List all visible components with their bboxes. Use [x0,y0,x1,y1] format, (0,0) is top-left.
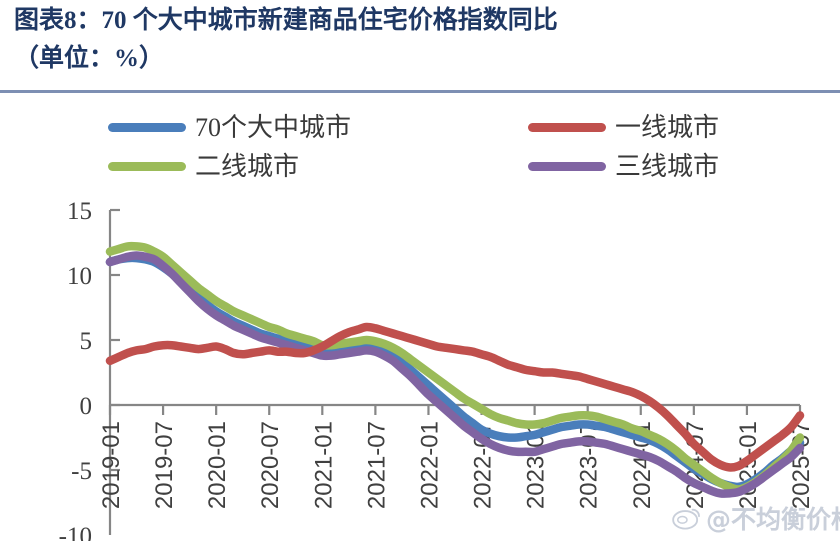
y-axis-tick-label: 15 [67,198,92,225]
chart-legend: 70个大中城市 一线城市二线城市 三线城市 [108,108,748,186]
page-title: 图表8：70 个大中城市新建商品住宅价格指数同比 （单位：%） [14,2,824,78]
legend-label: 三线城市 [615,151,720,181]
legend-item[interactable]: 三线城市 [528,151,828,181]
x-axis-tick-label: 2023-07 [576,421,603,509]
y-axis-tick-label: -5 [71,458,92,485]
legend-item[interactable]: 二线城市 [108,151,528,181]
x-axis-tick-label: 2022-01 [416,421,443,509]
title-divider [0,90,840,93]
series-line [105,241,805,494]
title-line-2: （单位：%） [14,45,165,72]
x-axis-tick-label: 2019-07 [151,421,178,509]
title-line-1: 图表8：70 个大中城市新建商品住宅价格指数同比 [14,7,558,34]
legend-item[interactable]: 70个大中城市 [108,112,528,142]
legend-label: 二线城市 [195,151,300,181]
y-axis-tick-label: 0 [80,393,93,420]
x-axis-tick-label: 2021-01 [310,421,337,509]
series-line [105,322,805,472]
legend-label: 一线城市 [615,112,720,142]
legend-item[interactable]: 一线城市 [528,112,828,142]
plot-area: 15 10 5 0 -5 -10 2019-01 2019-07 2020-01 2020-07 2… [0,190,840,541]
legend-swatch-icon [108,123,186,132]
legend-label: 70个大中城市 [195,112,352,142]
y-axis-tick-label: 5 [80,328,93,355]
legend-swatch-icon [528,123,606,132]
x-axis-tick-label: 2020-01 [204,421,231,509]
legend-swatch-icon [108,162,186,171]
x-axis-tick-label: 2019-01 [98,421,125,509]
x-axis-tick-label: 2020-07 [257,421,284,509]
x-axis-tick-label: 2021-07 [363,421,390,509]
line-chart-svg: 15 10 5 0 -5 -10 2019-01 2019-07 2020-01 2020-07 2… [59,198,815,541]
legend-swatch-icon [528,162,606,171]
y-axis-tick-label: -10 [59,523,92,541]
series-line [105,251,805,498]
y-axis-tick-label: 10 [67,263,92,290]
